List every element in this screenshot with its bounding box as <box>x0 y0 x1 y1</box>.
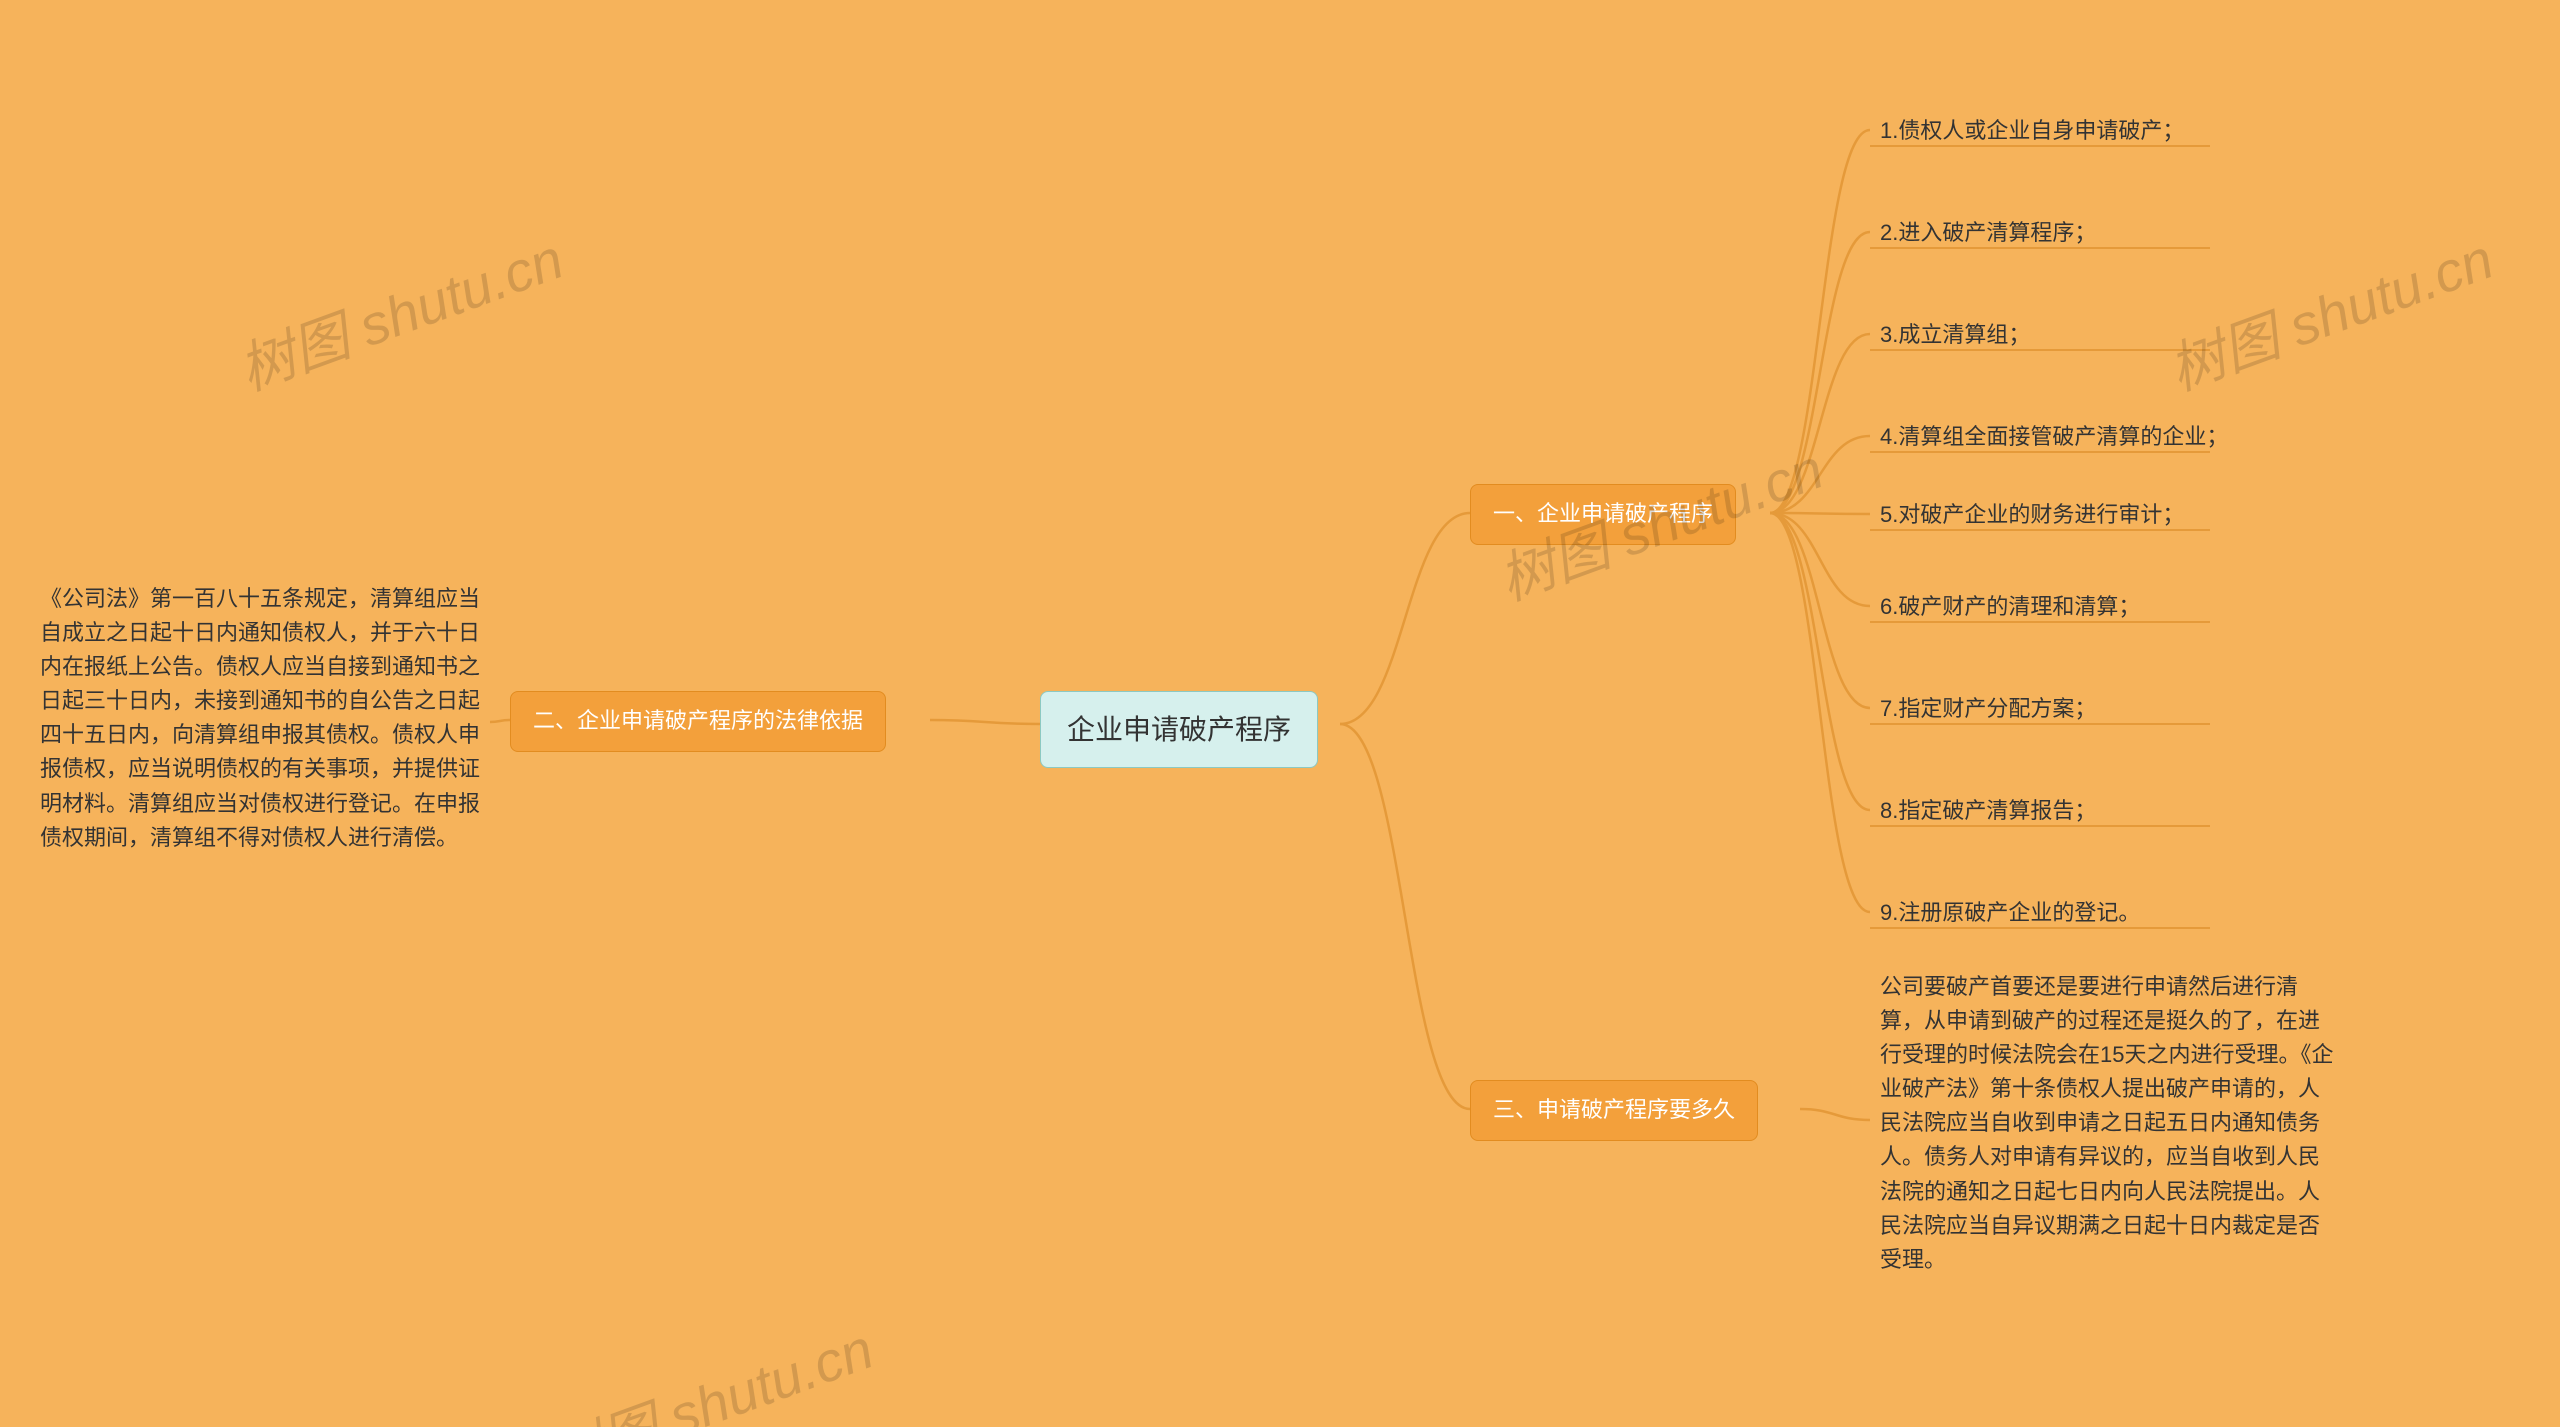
leaf-1-7: 7.指定财产分配方案； <box>1880 692 2096 726</box>
leaf-1-5: 5.对破产企业的财务进行审计； <box>1880 498 2184 532</box>
leaf-1-3: 3.成立清算组； <box>1880 318 2030 352</box>
branch-node-3[interactable]: 三、申请破产程序要多久 <box>1470 1080 1758 1141</box>
watermark: 树图 shutu.cn <box>226 214 573 406</box>
center-node[interactable]: 企业申请破产程序 <box>1040 691 1318 768</box>
watermark: 树图 shutu.cn <box>2156 214 2503 406</box>
branch-node-2[interactable]: 二、企业申请破产程序的法律依据 <box>510 691 886 752</box>
leaf-1-1: 1.债权人或企业自身申请破产； <box>1880 114 2184 148</box>
branch-node-1[interactable]: 一、企业申请破产程序 <box>1470 484 1736 545</box>
leaf-2-para: 《公司法》第一百八十五条规定，清算组应当自成立之日起十日内通知债权人，并于六十日… <box>40 582 480 855</box>
watermark: 树图 shutu.cn <box>536 1304 883 1427</box>
leaf-1-9: 9.注册原破产企业的登记。 <box>1880 896 2140 930</box>
leaf-3-para: 公司要破产首要还是要进行申请然后进行清算，从申请到破产的过程还是挺久的了，在进行… <box>1880 970 2340 1277</box>
leaf-1-4: 4.清算组全面接管破产清算的企业； <box>1880 420 2228 454</box>
leaf-1-6: 6.破产财产的清理和清算； <box>1880 590 2140 624</box>
leaf-1-8: 8.指定破产清算报告； <box>1880 794 2096 828</box>
leaf-1-2: 2.进入破产清算程序； <box>1880 216 2096 250</box>
